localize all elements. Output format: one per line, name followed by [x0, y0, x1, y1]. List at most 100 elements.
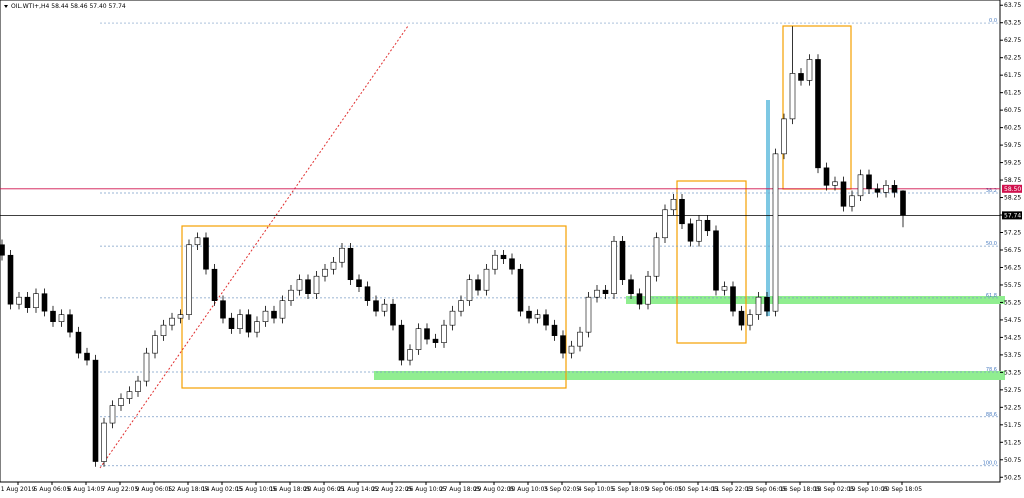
y-tick-label: 52.25	[1004, 404, 1021, 411]
candle-body	[288, 289, 294, 301]
candle-body	[755, 296, 762, 315]
candle-body	[339, 247, 345, 263]
candle-body	[160, 324, 167, 336]
candle-body	[109, 405, 116, 424]
y-tick-label: 60.25	[1004, 125, 1021, 132]
x-tick-label: 9 Aug 06:05	[136, 486, 173, 493]
menu-arrow[interactable]	[4, 5, 8, 8]
candle-body	[220, 300, 226, 319]
y-tick-label: 52.75	[1004, 387, 1021, 394]
y-tick-label: 61.25	[1004, 90, 1021, 97]
candle-body	[305, 279, 311, 294]
candle-body	[619, 240, 626, 281]
candle-body	[313, 275, 320, 294]
candle-body	[152, 335, 158, 354]
candle-body	[806, 59, 813, 81]
y-tick-label: 58.75	[1004, 177, 1021, 184]
candle-body	[636, 293, 643, 305]
candle-body	[322, 268, 328, 277]
candle-body	[424, 328, 430, 340]
chart-title: OIL.WTI+,H4 58.44 58.46 57.40 57.74	[11, 3, 126, 10]
candle-body	[823, 167, 830, 186]
x-tick-label: 19 Sep 10:05	[848, 486, 888, 493]
candle-body	[24, 296, 31, 308]
price-tag-label: 57.74	[1004, 212, 1021, 219]
y-tick-label: 51.75	[1004, 422, 1021, 429]
candle-body	[203, 237, 209, 270]
x-tick-label: 9 Sep 06:05	[646, 486, 682, 493]
candle-body	[764, 296, 770, 312]
candle-body	[296, 279, 303, 291]
support-zone	[626, 296, 1005, 304]
y-tick-label: 63.75	[1004, 2, 1021, 9]
candle-body	[441, 324, 447, 343]
x-tick-label: 30 Aug 10:05	[508, 486, 549, 493]
candle-body	[67, 314, 73, 333]
candle-body	[177, 314, 184, 319]
y-tick-label: 63.25	[1004, 20, 1021, 27]
candle-body	[560, 335, 566, 354]
trend-line	[99, 25, 409, 469]
candle-body	[857, 174, 864, 197]
candle-body	[237, 314, 243, 329]
x-tick-label: 22 Aug 22:05	[372, 486, 413, 493]
candle-body	[747, 314, 753, 326]
x-tick-label: 20 Aug 06:05	[304, 486, 345, 493]
candle-body	[840, 181, 847, 207]
candle-body	[628, 279, 634, 294]
candle-body	[781, 118, 787, 155]
x-tick-label: 5 Aug 06:05	[34, 486, 71, 493]
y-tick-label: 61.75	[1004, 72, 1021, 79]
candle-body	[594, 289, 600, 298]
y-tick-label: 51.25	[1004, 439, 1021, 446]
candle-body	[568, 345, 575, 354]
x-tick-label: 16 Sep 18:05	[780, 486, 820, 493]
fib-label: 50.0	[986, 241, 997, 247]
fib-label: 61.8	[986, 293, 997, 299]
candle-body	[721, 286, 728, 291]
plot-frame	[0, 0, 1001, 483]
candle-body	[832, 181, 838, 186]
candle-body	[662, 209, 668, 239]
y-tick-label: 53.75	[1004, 352, 1021, 359]
candle-body	[577, 331, 583, 347]
candle-body	[526, 310, 532, 319]
x-tick-label: 1 Aug 2019	[1, 486, 36, 493]
candle-body	[143, 352, 150, 382]
y-tick-label: 54.75	[1004, 317, 1021, 324]
x-tick-label: 7 Aug 22:05	[102, 486, 139, 493]
x-tick-label: 13 Sep 06:05	[746, 486, 786, 493]
candle-body	[271, 310, 277, 319]
support-zone	[374, 371, 1005, 380]
candle-body	[364, 286, 371, 301]
candle-body	[696, 219, 702, 242]
candle-body	[891, 185, 898, 193]
candle-body	[126, 391, 133, 399]
y-tick-label: 62.75	[1004, 37, 1021, 44]
candle-body	[704, 219, 711, 232]
candle-body	[449, 310, 456, 326]
candle-body	[347, 247, 354, 281]
x-tick-label: 21 Aug 14:05	[338, 486, 379, 493]
candle-body	[815, 59, 821, 169]
y-tick-label: 54.25	[1004, 334, 1021, 341]
range-box	[676, 180, 747, 344]
x-tick-label: 12 Aug 18:05	[168, 486, 209, 493]
candle-body	[41, 293, 48, 312]
candle-body	[75, 331, 82, 354]
candle-body	[398, 324, 405, 361]
x-tick-label: 29 Aug 02:05	[474, 486, 515, 493]
y-tick-label: 62.25	[1004, 55, 1021, 62]
y-tick-label: 58.25	[1004, 195, 1021, 202]
x-tick-label: 15 Aug 10:05	[236, 486, 277, 493]
candle-body	[849, 195, 855, 207]
candle-body	[466, 279, 473, 301]
candle-body	[194, 237, 201, 246]
x-tick-label: 20 Sep 18:05	[882, 486, 922, 493]
fib-label: 78.6	[986, 367, 997, 373]
fib-label: 0.0	[989, 18, 997, 24]
candle-body	[602, 289, 609, 294]
candle-body	[789, 73, 796, 120]
candle-body	[58, 314, 65, 322]
candle-body	[211, 268, 218, 301]
